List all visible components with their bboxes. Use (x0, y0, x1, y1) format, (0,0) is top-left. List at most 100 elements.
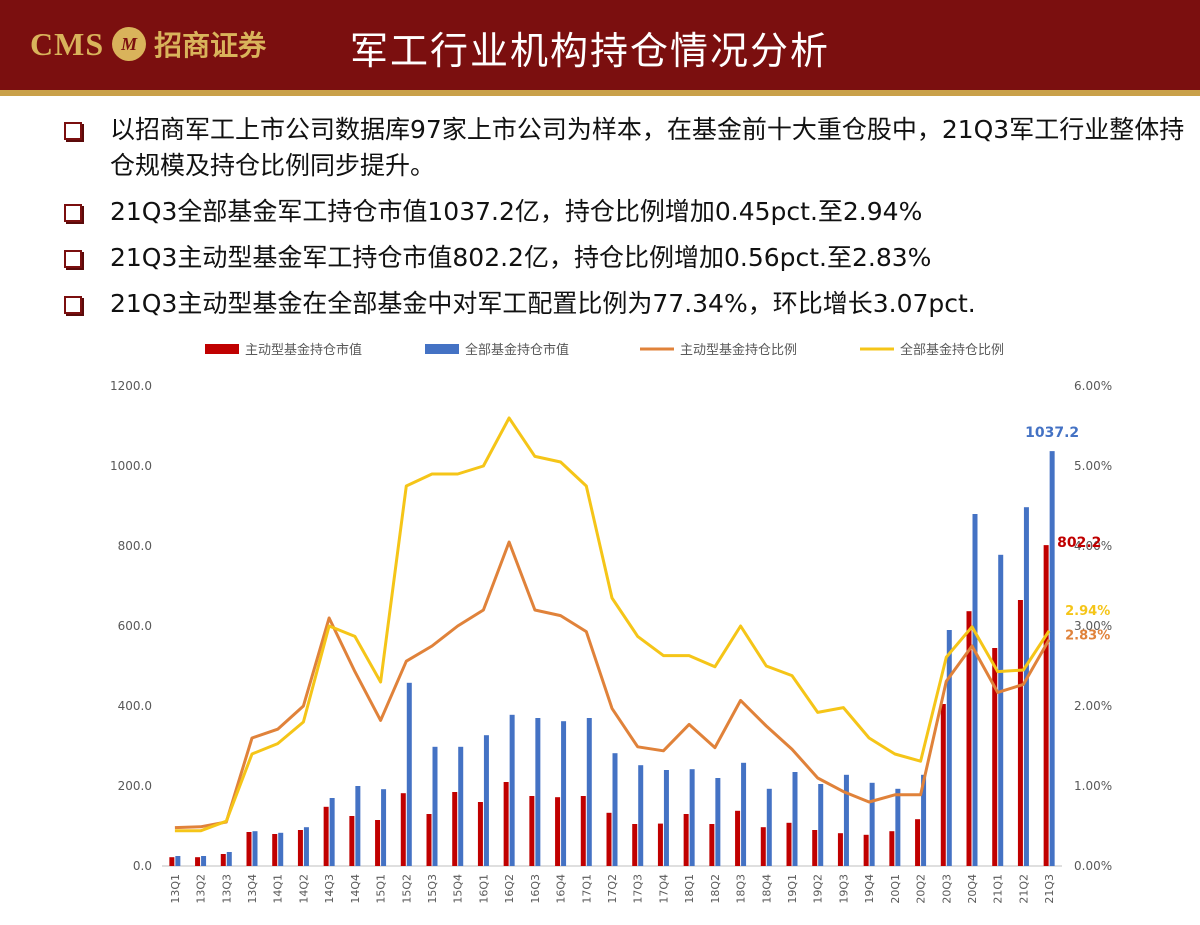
bullet-text: 21Q3主动型基金军工持仓市值802.2亿，持仓比例增加0.56pct.至2.8… (110, 243, 932, 272)
bar-active-mv (555, 797, 561, 866)
bullet-item: 21Q3主动型基金军工持仓市值802.2亿，持仓比例增加0.56pct.至2.8… (60, 240, 1190, 276)
bullet-text: 21Q3全部基金军工持仓市值1037.2亿，持仓比例增加0.45pct.至2.9… (110, 197, 923, 226)
y-left-tick-label: 800.0 (118, 539, 152, 553)
bar-active-mv (657, 823, 663, 866)
bar-active-mv (272, 834, 278, 866)
bar-active-mv (323, 806, 329, 866)
bar-active-mv (452, 792, 458, 866)
logo-text: CMS (30, 25, 105, 62)
bar-active-mv (683, 814, 689, 866)
x-tick-label: 21Q1 (992, 874, 1005, 904)
x-tick-label: 16Q4 (555, 874, 568, 904)
page-title: 军工行业机构持仓情况分析 (350, 29, 831, 73)
bar-active-mv (580, 796, 586, 866)
bar-active-mv (1043, 545, 1049, 866)
bar-active-mv (169, 857, 175, 866)
bar-all-mv (1023, 507, 1029, 866)
bullet-item: 以招商军工上市公司数据库97家上市公司为样本，在基金前十大重仓股中，21Q3军工… (60, 112, 1190, 184)
bar-active-mv (400, 793, 406, 866)
bar-all-mv (689, 769, 695, 866)
bar-all-mv (895, 788, 901, 866)
bar-active-mv (426, 814, 432, 866)
bar-all-mv (252, 831, 258, 866)
holdings-chart: 0.0 200.0 400.0 600.0 800.0 1000.0 1200.0 0.00%… (110, 342, 1112, 904)
y-right-tick-label: 3.00% (1074, 619, 1112, 633)
bar-active-mv (632, 824, 638, 866)
x-tick-label: 21Q2 (1017, 874, 1030, 904)
annotation-active-mv: 802.2 (1057, 535, 1101, 551)
bar-active-mv (220, 854, 226, 866)
bar-all-mv (201, 856, 207, 866)
x-tick-label: 20Q2 (915, 874, 928, 904)
company-logo: CMS M 招商证券 (30, 22, 266, 66)
bar-all-mv (612, 753, 618, 866)
bar-all-mv (638, 765, 644, 866)
bar-active-mv (966, 611, 972, 866)
bar-all-mv (972, 514, 978, 866)
checkbox-bullet-icon (64, 250, 82, 268)
x-tick-label: 13Q3 (220, 874, 233, 904)
x-tick-label: 16Q3 (529, 874, 542, 904)
bar-active-mv (837, 833, 843, 866)
annotation-active-ratio: 2.83% (1065, 629, 1110, 644)
x-tick-label: 18Q2 (709, 874, 722, 904)
y-right-tick-label: 1.00% (1074, 779, 1112, 793)
x-tick-label: 17Q1 (580, 874, 593, 904)
x-tick-label: 19Q1 (786, 874, 799, 904)
legend-swatch (425, 344, 459, 354)
x-tick-label: 21Q3 (1043, 874, 1056, 904)
bar-all-mv (432, 746, 438, 866)
bar-active-mv (297, 830, 303, 866)
x-tick-label: 13Q1 (169, 874, 182, 904)
x-tick-label: 15Q4 (452, 874, 465, 904)
legend-label: 全部基金持仓市值 (465, 342, 569, 358)
bar-all-mv (278, 832, 284, 866)
logo-mark-icon: M (112, 27, 147, 61)
bar-active-mv (786, 822, 792, 866)
bar-all-mv (869, 782, 875, 866)
bar-active-mv (375, 820, 381, 866)
y-left-tick-label: 1000.0 (110, 459, 152, 473)
bar-all-mv (303, 827, 309, 866)
bar-active-mv (915, 819, 921, 866)
bar-all-mv (381, 789, 387, 866)
bar-active-mv (246, 832, 252, 866)
bullet-text: 21Q3主动型基金在全部基金中对军工配置比例为77.34%，环比增长3.07pc… (110, 289, 976, 318)
checkbox-bullet-icon (64, 122, 82, 140)
bar-all-mv (226, 852, 232, 866)
bar-active-mv (940, 704, 946, 866)
y-right-tick-label: 5.00% (1074, 459, 1112, 473)
y-right-tick-label: 2.00% (1074, 699, 1112, 713)
x-tick-label: 18Q4 (760, 874, 773, 904)
bar-active-mv (735, 810, 741, 866)
bar-all-mv (1049, 451, 1055, 866)
bar-all-mv (818, 784, 824, 866)
bar-all-mv (921, 774, 927, 866)
x-tick-label: 14Q1 (272, 874, 285, 904)
bar-all-mv (509, 714, 515, 866)
bar-active-mv (992, 648, 998, 866)
checkbox-bullet-icon (64, 296, 82, 314)
x-tick-label: 16Q2 (503, 874, 516, 904)
x-tick-label: 14Q4 (349, 874, 362, 904)
bar-all-mv (175, 856, 181, 866)
bar-all-mv (715, 778, 721, 866)
bar-active-mv (709, 824, 715, 866)
x-tick-label: 17Q4 (657, 874, 670, 904)
bar-all-mv (329, 798, 335, 866)
bar-active-mv (477, 802, 483, 866)
y-left-tick-label: 200.0 (118, 779, 152, 793)
x-tick-label: 15Q1 (375, 874, 388, 904)
y-left-tick-label: 600.0 (118, 619, 152, 633)
x-tick-label: 18Q3 (735, 874, 748, 904)
x-tick-label: 19Q2 (812, 874, 825, 904)
bar-all-mv (483, 735, 489, 866)
line-all-ratio (174, 416, 1051, 833)
bar-all-mv (406, 682, 412, 866)
annotation-all-mv: 1037.2 (1025, 425, 1079, 441)
bar-all-mv (741, 762, 747, 866)
bar-active-mv (889, 831, 895, 866)
line-active-ratio (174, 540, 1051, 830)
bullet-text: 以招商军工上市公司数据库97家上市公司为样本，在基金前十大重仓股中，21Q3军工… (110, 115, 1185, 180)
bar-all-mv (946, 630, 952, 866)
